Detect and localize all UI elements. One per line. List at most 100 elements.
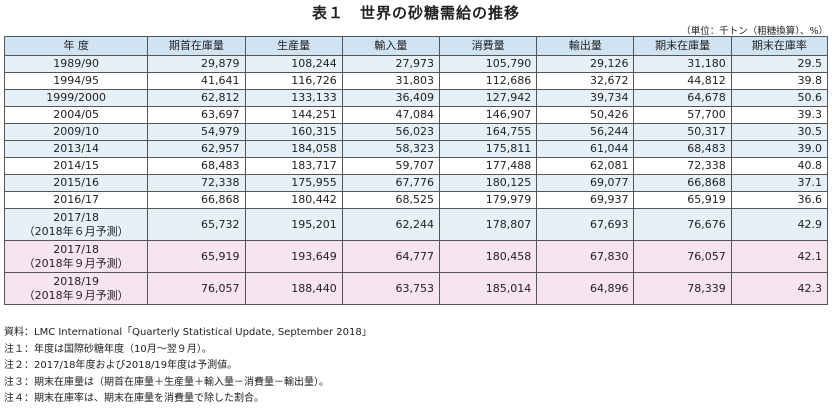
value-cell: 188,440	[244, 272, 343, 305]
value-cell: 29,879	[147, 55, 246, 73]
year-label: 2004/05	[53, 108, 99, 121]
value-cell: 183,717	[244, 157, 343, 175]
year-cell: 1989/90	[3, 55, 149, 73]
year-label: （2018年９月予測）	[23, 256, 129, 270]
table-row: 2014/15 68,483 183,717 59,707 177,488 62,081 7…	[3, 157, 829, 175]
value-cell: 76,057	[633, 240, 732, 273]
value-cell: 69,077	[536, 174, 635, 192]
value-cell: 160,315	[244, 123, 343, 141]
value-cell: 180,442	[244, 191, 343, 209]
value-cell: 175,811	[438, 140, 538, 158]
value-cell: 64,896	[536, 272, 635, 305]
value-cell: 39.3	[730, 106, 829, 124]
value-cell: 31,803	[341, 72, 441, 90]
year-cell: 2017/18 （2018年６月予測）	[3, 208, 149, 241]
footnotes: 資料：LMC International「Quarterly Statistic…	[4, 325, 372, 408]
value-cell: 65,732	[147, 208, 246, 241]
value-cell: 65,919	[147, 240, 246, 273]
year-cell: 2004/05	[3, 106, 149, 124]
value-cell: 66,868	[147, 191, 246, 209]
year-label: （2018年９月予測）	[23, 288, 129, 302]
table-row: 2016/17 66,868 180,442 68,525 179,979 69,937 6…	[3, 191, 829, 209]
value-cell: 144,251	[244, 106, 343, 124]
year-label: 1989/90	[53, 57, 99, 70]
year-label: 2013/14	[53, 142, 99, 155]
value-cell: 47,084	[341, 106, 441, 124]
value-cell: 42.3	[730, 272, 829, 305]
table-row: 2013/14 62,957 184,058 58,323 175,811 61,044 6…	[3, 140, 829, 158]
sugar-supply-demand-table: 年 度 期首在庫量 生産量 輸入量 消費量 輸出量 期末在庫量 期末在庫率 19…	[3, 36, 829, 305]
value-cell: 39.8	[730, 72, 829, 90]
value-cell: 193,649	[244, 240, 343, 273]
value-cell: 64,678	[633, 89, 732, 107]
value-cell: 62,957	[147, 140, 246, 158]
value-cell: 76,676	[633, 208, 732, 241]
value-cell: 184,058	[244, 140, 343, 158]
value-cell: 62,812	[147, 89, 246, 107]
value-cell: 39.0	[730, 140, 829, 158]
note-2: 注２：2017/18年度および2018/19年度は予測値。	[4, 360, 238, 371]
value-cell: 56,244	[536, 123, 635, 141]
value-cell: 50,317	[633, 123, 732, 141]
value-cell: 30.5	[730, 123, 829, 141]
value-cell: 146,907	[438, 106, 538, 124]
value-cell: 63,753	[341, 272, 441, 305]
value-cell: 50,426	[536, 106, 635, 124]
table-row: 2017/18 （2018年９月予測） 65,919 193,649 64,777 180…	[3, 240, 829, 273]
value-cell: 175,955	[244, 174, 343, 192]
value-cell: 68,483	[633, 140, 732, 158]
year-label: （2018年６月予測）	[23, 224, 129, 238]
value-cell: 112,686	[438, 72, 538, 90]
value-cell: 180,125	[438, 174, 538, 192]
year-label: 2017/18	[53, 242, 99, 256]
year-label: 2017/18	[53, 210, 99, 224]
value-cell: 65,919	[633, 191, 732, 209]
value-cell: 185,014	[438, 272, 538, 305]
value-cell: 116,726	[244, 72, 343, 90]
year-label: 2016/17	[53, 193, 99, 206]
year-label: 2014/15	[53, 159, 99, 172]
value-cell: 180,458	[438, 240, 538, 273]
value-cell: 27,973	[341, 55, 441, 73]
year-cell: 2015/16	[3, 174, 149, 192]
value-cell: 36.6	[730, 191, 829, 209]
value-cell: 29.5	[730, 55, 829, 73]
year-cell: 2014/15	[3, 157, 149, 175]
table-row: 1994/95 41,641 116,726 31,803 112,686 32,672 4…	[3, 72, 829, 90]
value-cell: 68,525	[341, 191, 441, 209]
year-cell: 2016/17	[3, 191, 149, 209]
value-cell: 133,133	[244, 89, 343, 107]
value-cell: 29,126	[536, 55, 635, 73]
year-cell: 2017/18 （2018年９月予測）	[3, 240, 149, 273]
value-cell: 108,244	[244, 55, 343, 73]
year-cell: 2009/10	[3, 123, 149, 141]
note-1: 注１：年度は国際砂糖年度（10月～翌９月）。	[4, 343, 212, 355]
header-year: 年 度	[3, 36, 149, 56]
value-cell: 72,338	[633, 157, 732, 175]
value-cell: 59,707	[341, 157, 441, 175]
table-row: 2015/16 72,338 175,955 67,776 180,125 69,077 6…	[3, 174, 829, 192]
year-label: 2018/19	[53, 274, 99, 288]
value-cell: 40.8	[730, 157, 829, 175]
year-label: 2009/10	[53, 125, 99, 138]
value-cell: 62,081	[536, 157, 635, 175]
note-3: 注３：期末在庫量は（期首在庫量＋生産量＋輸入量－消費量－輸出量）。	[4, 376, 329, 388]
year-label: 1999/2000	[46, 91, 106, 104]
header-opening-stock: 期首在庫量	[147, 36, 246, 56]
value-cell: 42.9	[730, 208, 829, 241]
value-cell: 31,180	[633, 55, 732, 73]
value-cell: 69,937	[536, 191, 635, 209]
value-cell: 67,830	[536, 240, 635, 273]
header-row: 年 度 期首在庫量 生産量 輸入量 消費量 輸出量 期末在庫量 期末在庫率	[3, 36, 829, 56]
table-title: 表１ 世界の砂糖需給の推移	[311, 4, 520, 22]
value-cell: 195,201	[244, 208, 343, 241]
value-cell: 67,693	[536, 208, 635, 241]
table-row: 2017/18 （2018年６月予測） 65,732 195,201 62,244 178…	[3, 208, 829, 241]
header-consumption: 消費量	[438, 36, 538, 56]
value-cell: 127,942	[438, 89, 538, 107]
year-cell: 2018/19 （2018年９月予測）	[3, 272, 149, 305]
value-cell: 67,776	[341, 174, 441, 192]
value-cell: 179,979	[438, 191, 538, 209]
source-note: 資料：LMC International「Quarterly Statistic…	[4, 327, 372, 338]
value-cell: 56,023	[341, 123, 441, 141]
